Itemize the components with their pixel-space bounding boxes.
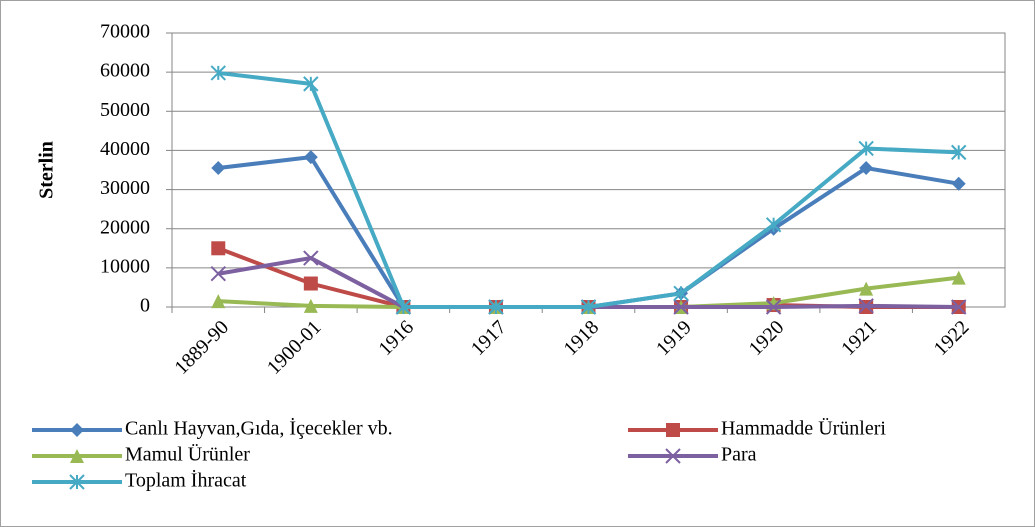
marker (666, 423, 680, 437)
marker (673, 285, 689, 302)
marker (580, 299, 597, 315)
marker (303, 76, 319, 92)
y-tick-label: 0 (140, 295, 150, 317)
marker (211, 241, 226, 256)
marker (210, 65, 226, 81)
marker (69, 474, 85, 490)
marker (765, 217, 782, 233)
y-tick-label: 30000 (100, 177, 150, 199)
marker (673, 299, 689, 315)
marker (951, 144, 967, 161)
marker (859, 281, 874, 296)
marker (303, 276, 318, 291)
y-tick-label: 40000 (100, 138, 150, 160)
marker (858, 298, 874, 314)
legend-label: Canlı Hayvan,Gıda, İçecekler vb. (125, 417, 393, 440)
marker (488, 299, 504, 315)
y-tick-label: 20000 (100, 216, 150, 238)
y-axis-label: Sterlin (36, 141, 58, 199)
y-tick-label: 70000 (100, 21, 150, 43)
marker (210, 266, 226, 282)
y-tick-label: 50000 (100, 99, 150, 121)
marker (951, 299, 967, 315)
marker (665, 448, 681, 464)
marker (859, 161, 874, 176)
marker (211, 161, 226, 176)
y-tick-label: 60000 (100, 60, 150, 82)
y-tick-label: 10000 (100, 255, 150, 277)
marker (303, 250, 319, 266)
marker (70, 423, 84, 437)
marker (303, 150, 318, 165)
marker (858, 140, 874, 157)
legend-label: Toplam İhracat (125, 469, 247, 492)
legend-label: Para (721, 444, 757, 466)
marker (303, 298, 318, 313)
marker (70, 449, 84, 463)
marker (951, 270, 966, 285)
marker (395, 299, 412, 315)
marker (211, 294, 226, 309)
marker (765, 299, 782, 315)
legend-label: Hammadde Ürünleri (721, 417, 886, 440)
legend-label: Mamul Ürünler (125, 443, 250, 466)
marker (951, 176, 966, 191)
